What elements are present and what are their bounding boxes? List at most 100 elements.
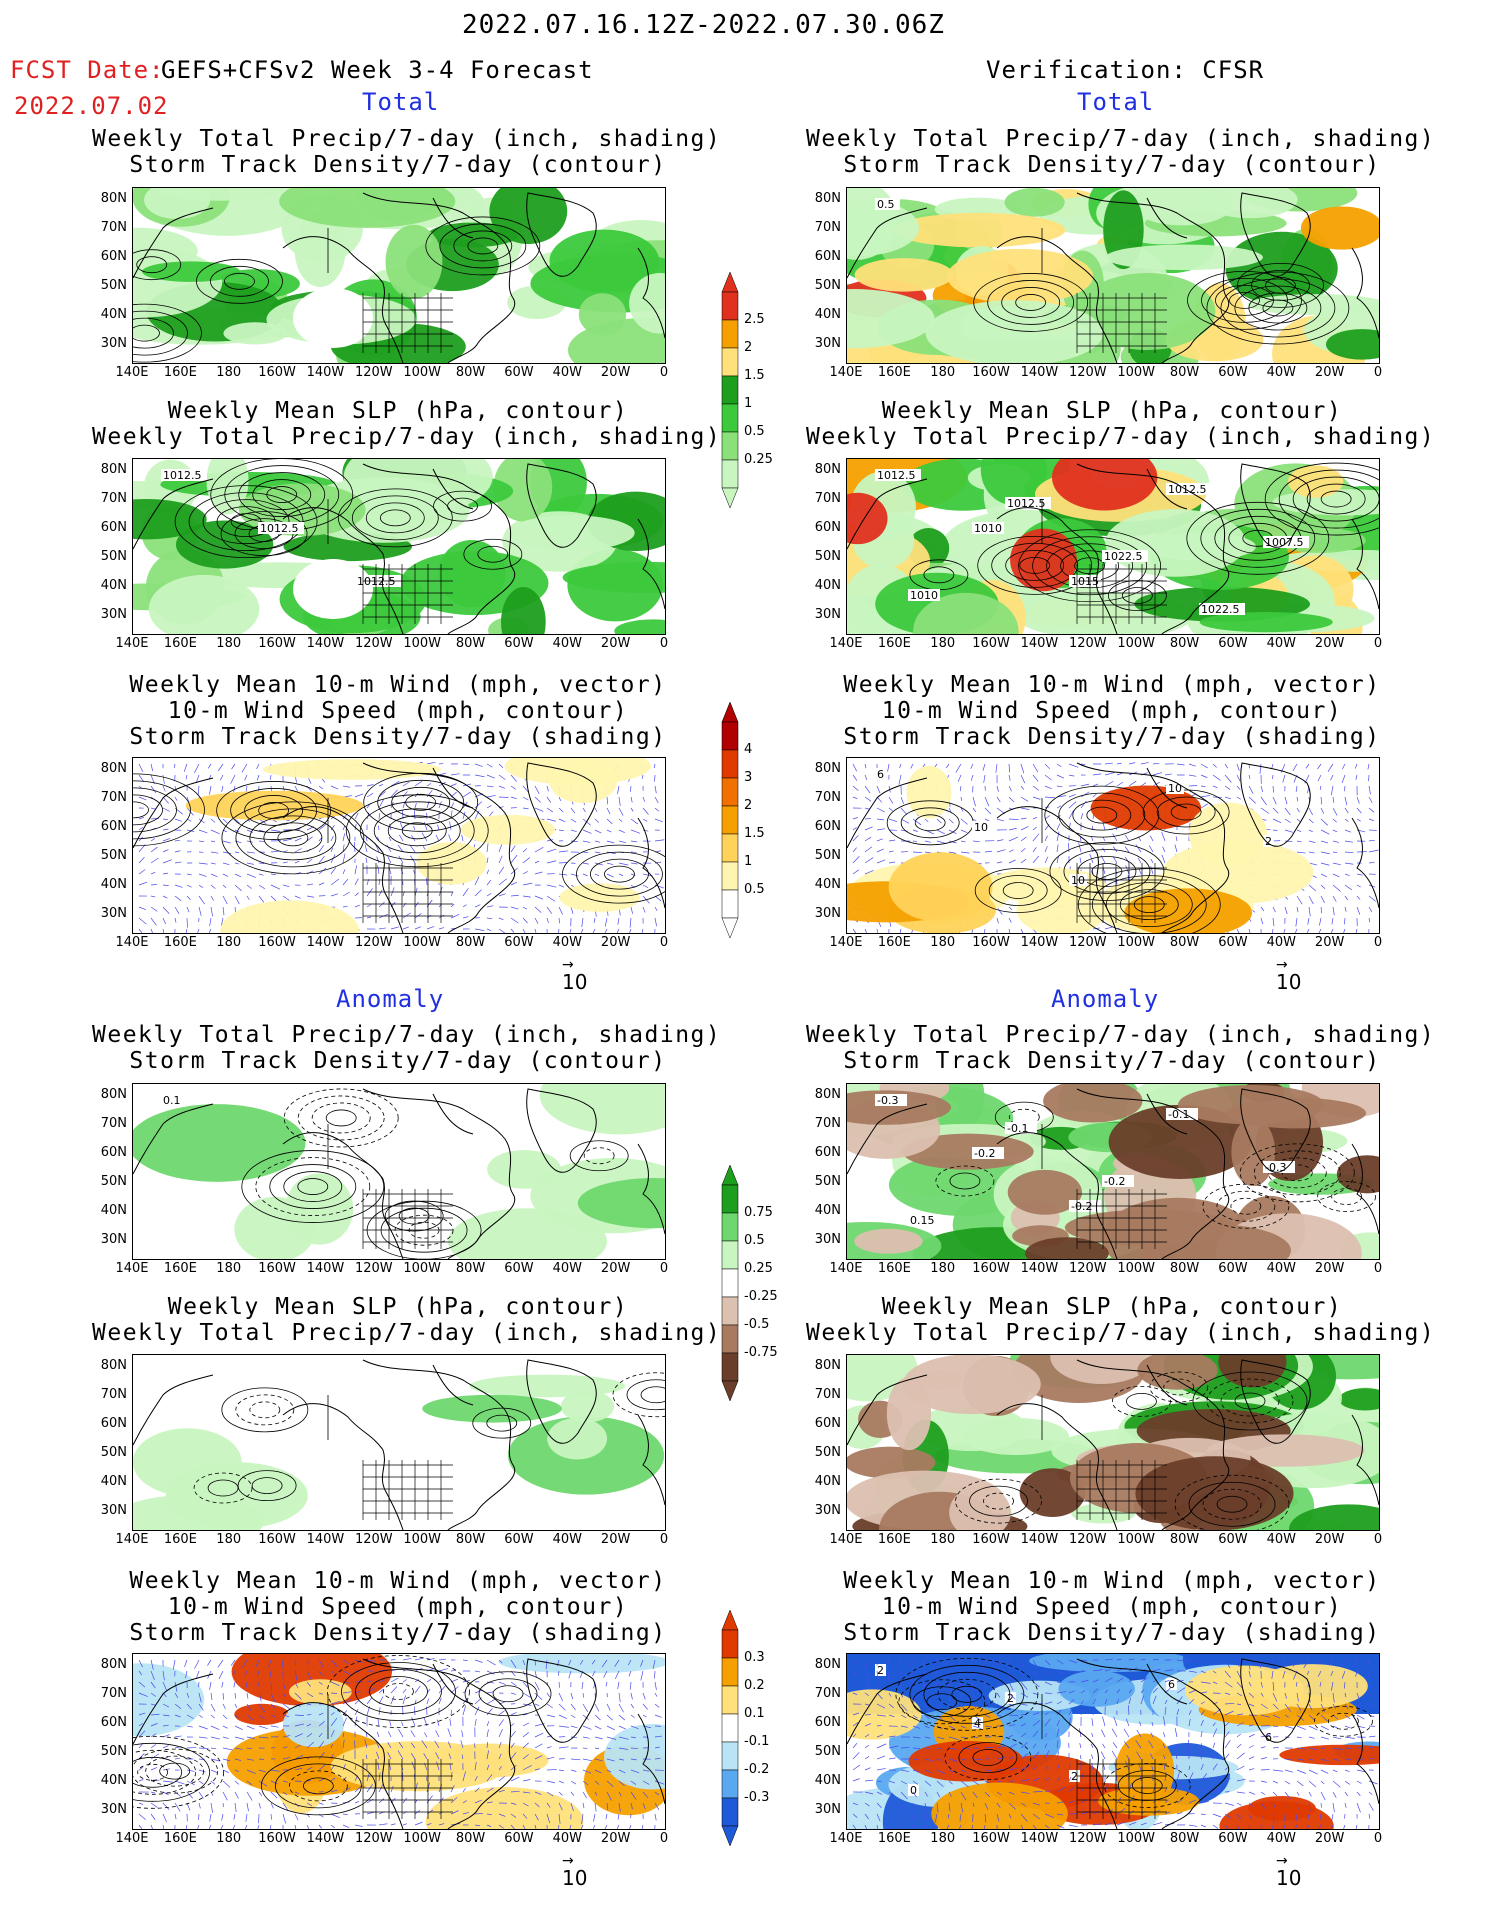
lon-tick-label: 60W <box>1218 365 1248 380</box>
vector-reference: → 10 <box>562 957 588 994</box>
lon-tick-label: 60W <box>1218 1261 1248 1276</box>
lon-tick-label: 140E <box>829 1831 863 1846</box>
vector-ref-value: 10 <box>562 1866 588 1890</box>
map-svg: 6 10 10 10 2 <box>847 762 1379 933</box>
lon-tick-label: 100W <box>403 935 441 950</box>
vector-reference: → 10 <box>562 1853 588 1890</box>
verification-label: Verification: CFSR <box>986 56 1265 84</box>
lon-tick-label: 20W <box>600 1532 631 1547</box>
contour-label: 10 <box>1168 782 1182 795</box>
lat-tick-label: 70N <box>100 220 127 235</box>
lon-tick-label: 160E <box>877 1532 911 1547</box>
lat-tick-label: 60N <box>100 1145 127 1160</box>
total-label-left: Total <box>362 88 440 116</box>
lon-tick-label: 120W <box>354 1261 393 1276</box>
lon-tick-label: 180 <box>216 365 242 380</box>
lon-tick-label: 120W <box>1068 365 1107 380</box>
lon-tick-label: 80W <box>455 365 486 380</box>
lat-tick-label: 30N <box>100 906 127 921</box>
lon-tick-label: 140E <box>115 636 149 651</box>
lat-tick-label: 50N <box>100 278 127 293</box>
panel-title: 10-m Wind Speed (mph, contour) <box>881 1594 1343 1620</box>
panel-title: Weekly Mean 10-m Wind (mph, vector) <box>129 1568 667 1594</box>
lat-tick-label: 40N <box>100 877 127 892</box>
lon-tick-label: 60W <box>1218 935 1248 950</box>
lat-tick-label: 80N <box>100 1657 127 1672</box>
lat-tick-label: 70N <box>814 1387 841 1402</box>
panel-title: Weekly Mean SLP (hPa, contour) <box>167 398 629 424</box>
lon-tick-label: 160E <box>877 365 911 380</box>
colorbar-label: -0.5 <box>744 1317 770 1332</box>
lon-tick-label: 140E <box>115 1831 149 1846</box>
lon-tick-label: 160W <box>972 1532 1010 1547</box>
contour-label: 0.15 <box>910 1214 935 1227</box>
colorbar-label: 4 <box>744 742 753 757</box>
lon-tick-label: 160W <box>972 365 1010 380</box>
lon-tick-label: 140W <box>1020 636 1059 651</box>
lon-tick-label: 140W <box>1020 1261 1059 1276</box>
map-svg: -0.3-0.2-0.2-0.1-0.30.15-0.1-0.2 <box>847 1084 1379 1259</box>
lon-tick-label: 120W <box>354 636 393 651</box>
panel-title: Weekly Mean SLP (hPa, contour) <box>167 1294 629 1320</box>
lon-tick-label: 180 <box>216 1831 242 1846</box>
lat-tick-label: 30N <box>814 1802 841 1817</box>
lat-tick-label: 60N <box>814 249 841 264</box>
lon-tick-label: 0 <box>659 1831 669 1846</box>
contour-label: 1010 <box>910 589 938 602</box>
lon-tick-label: 0 <box>659 365 669 380</box>
lon-tick-label: 160E <box>163 365 197 380</box>
lon-tick-label: 20W <box>1314 1261 1345 1276</box>
lon-tick-label: 100W <box>403 365 441 380</box>
lon-tick-label: 140W <box>1020 935 1059 950</box>
storm-anom-bar <box>721 1610 739 1846</box>
contour-label: 1022.5 <box>1104 550 1143 563</box>
lon-tick-label: 60W <box>504 1261 534 1276</box>
lat-tick-label: 30N <box>814 1503 841 1518</box>
lon-tick-label: 120W <box>1068 1831 1107 1846</box>
panel-title: Storm Track Density/7-day (contour) <box>843 1048 1381 1074</box>
lon-tick-label: 40W <box>552 1261 582 1276</box>
vector-ref-value: 10 <box>1276 1866 1302 1890</box>
lat-tick-label: 50N <box>100 1445 127 1460</box>
lat-tick-label: 50N <box>100 549 127 564</box>
lon-tick-label: 160W <box>972 636 1010 651</box>
anomaly-label-left: Anomaly <box>336 985 445 1013</box>
lon-tick-label: 100W <box>1117 365 1155 380</box>
lon-tick-label: 140W <box>306 365 345 380</box>
vector-ref-value: 10 <box>562 970 588 994</box>
panel-title: Weekly Total Precip/7-day (inch, shading… <box>92 424 722 450</box>
lon-tick-label: 140W <box>306 935 345 950</box>
lon-tick-label: 140E <box>829 1532 863 1547</box>
map-svg <box>133 188 665 363</box>
lon-tick-label: 0 <box>659 1532 669 1547</box>
lat-tick-label: 30N <box>814 906 841 921</box>
lon-tick-label: 140E <box>115 1532 149 1547</box>
panel-title: Weekly Total Precip/7-day (inch, shading… <box>806 1022 1436 1048</box>
map-panel <box>132 187 666 364</box>
lon-tick-label: 40W <box>1266 636 1296 651</box>
map-svg <box>133 1654 665 1829</box>
map-panel: 6 10 10 10 2 <box>846 757 1380 934</box>
panel-title: Weekly Total Precip/7-day (inch, shading… <box>92 126 722 152</box>
lat-tick-label: 80N <box>100 1087 127 1102</box>
lon-tick-label: 180 <box>930 636 956 651</box>
fcst-date: 2022.07.02 <box>14 92 169 120</box>
lon-tick-label: 140E <box>115 1261 149 1276</box>
lat-tick-label: 40N <box>814 1773 841 1788</box>
total-label-right: Total <box>1077 88 1155 116</box>
lat-tick-label: 40N <box>814 578 841 593</box>
lat-tick-label: 40N <box>814 877 841 892</box>
lon-tick-label: 180 <box>930 1261 956 1276</box>
lon-tick-label: 140W <box>306 1831 345 1846</box>
map-panel <box>846 1354 1380 1531</box>
lon-tick-label: 140W <box>306 1261 345 1276</box>
colorbar-label: 0.2 <box>744 1678 765 1693</box>
panel-title: Storm Track Density/7-day (shading) <box>129 1620 667 1646</box>
contour-label: 1012.5 <box>1007 497 1046 510</box>
lon-tick-label: 0 <box>659 1261 669 1276</box>
lon-tick-label: 20W <box>1314 636 1345 651</box>
lon-tick-label: 120W <box>1068 1261 1107 1276</box>
lat-tick-label: 70N <box>100 1116 127 1131</box>
period-title: 2022.07.16.12Z-2022.07.30.06Z <box>462 10 945 40</box>
lon-tick-label: 180 <box>216 1532 242 1547</box>
